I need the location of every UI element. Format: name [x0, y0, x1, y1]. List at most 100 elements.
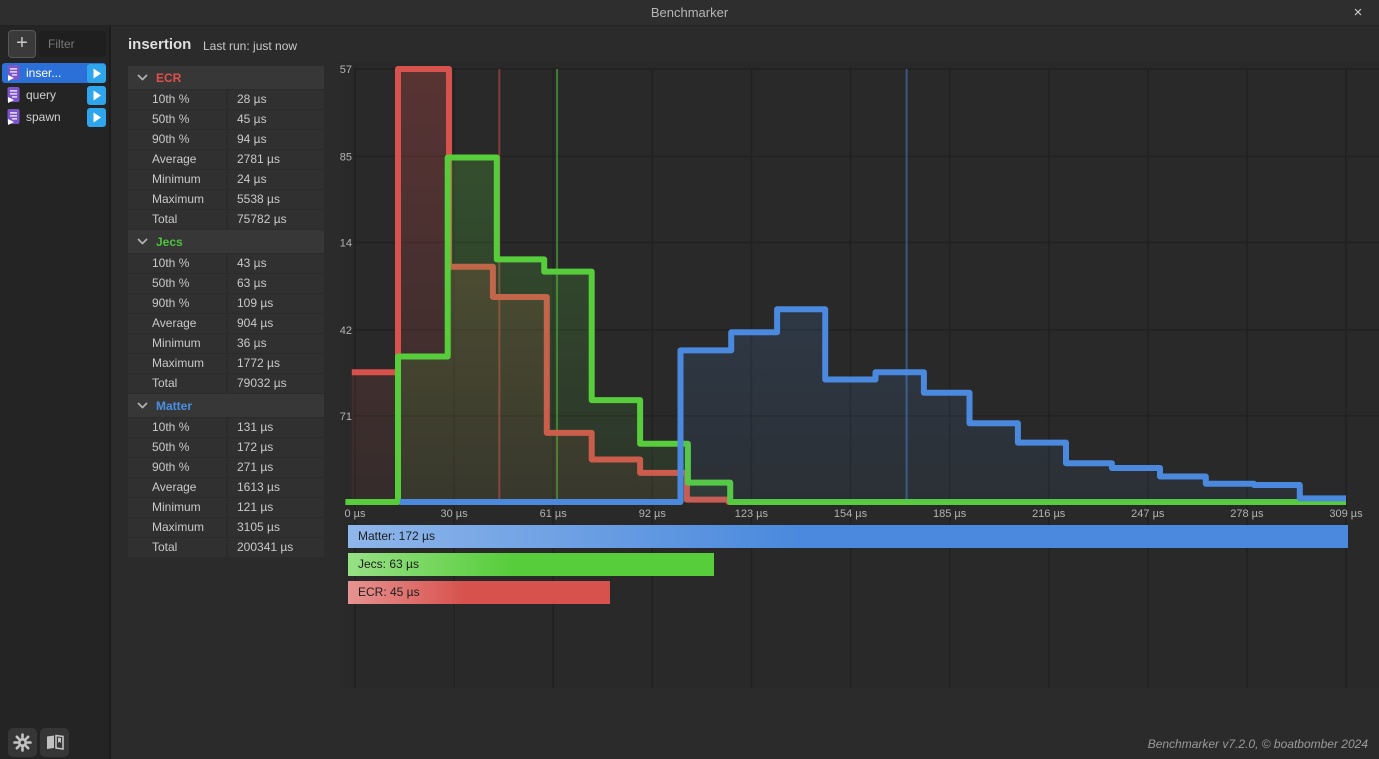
stats-row-value: 28 µs: [228, 90, 324, 109]
x-axis-tick-label: 185 µs: [933, 508, 967, 520]
stats-row-value: 271 µs: [228, 458, 324, 477]
x-axis-tick-label: 309 µs: [1329, 508, 1363, 520]
run-benchmark-button[interactable]: [87, 107, 106, 127]
stats-row-value: 172 µs: [228, 438, 324, 457]
stats-section-header-matter[interactable]: Matter: [128, 394, 324, 417]
sidebar: + inser... query spawn: [0, 26, 111, 759]
legend-bar-label: Matter: 172 µs: [358, 529, 435, 543]
x-axis-tick-label: 154 µs: [834, 508, 868, 520]
stats-row-value: 79032 µs: [228, 374, 324, 393]
sidebar-item-inser[interactable]: inser...: [2, 63, 106, 83]
stats-row: 10th % 43 µs: [128, 254, 324, 273]
stats-row: 90th % 94 µs: [128, 130, 324, 149]
legend-bar-ecr: ECR: 45 µs: [348, 581, 610, 604]
stats-row: Minimum 36 µs: [128, 334, 324, 353]
stats-row: 90th % 271 µs: [128, 458, 324, 477]
gear-icon: [13, 733, 32, 752]
sidebar-item-label: query: [26, 88, 57, 102]
stats-row: Average 904 µs: [128, 314, 324, 333]
stats-row: Minimum 121 µs: [128, 498, 324, 517]
y-axis-tick-label: 71: [340, 411, 352, 423]
stats-row-label: 10th %: [128, 418, 226, 437]
stats-row: 10th % 28 µs: [128, 90, 324, 109]
stats-row-label: Minimum: [128, 498, 226, 517]
stats-row-value: 24 µs: [228, 170, 324, 189]
gear-button[interactable]: [8, 728, 37, 757]
stats-row: 50th % 172 µs: [128, 438, 324, 457]
stats-row-value: 94 µs: [228, 130, 324, 149]
x-axis-tick-label: 278 µs: [1230, 508, 1264, 520]
script-icon: [7, 109, 20, 125]
stats-section-title: ECR: [156, 70, 182, 85]
x-axis-tick-label: 61 µs: [540, 508, 568, 520]
stats-section-header-jecs[interactable]: Jecs: [128, 230, 324, 253]
stats-row-value: 121 µs: [228, 498, 324, 517]
sidebar-item-label: inser...: [26, 66, 62, 80]
book-button[interactable]: [40, 728, 69, 757]
filter-input[interactable]: [39, 31, 106, 57]
stats-panel: ECR 10th % 28 µs 50th % 45 µs 90th % 94 µs Aver…: [128, 66, 324, 558]
stats-row-value: 200341 µs: [228, 538, 324, 557]
sidebar-item-spawn[interactable]: spawn: [2, 107, 106, 127]
y-axis-tick-label: 214: [340, 237, 352, 249]
stats-row-value: 5538 µs: [228, 190, 324, 209]
run-benchmark-button[interactable]: [87, 63, 106, 83]
add-benchmark-button[interactable]: +: [8, 30, 36, 58]
y-axis-tick-label: 357: [340, 64, 352, 76]
stats-row: 10th % 131 µs: [128, 418, 324, 437]
window-title: Benchmarker: [650, 5, 729, 20]
stats-row-value: 43 µs: [228, 254, 324, 273]
script-icon: [7, 65, 20, 81]
x-axis-tick-label: 0 µs: [344, 508, 366, 520]
stats-row-label: Average: [128, 314, 226, 333]
stats-row-label: 50th %: [128, 274, 226, 293]
sidebar-item-label: spawn: [26, 110, 61, 124]
stats-row-label: Total: [128, 538, 226, 557]
stats-row: Minimum 24 µs: [128, 170, 324, 189]
sidebar-item-query[interactable]: query: [2, 85, 106, 105]
last-run-status: Last run: just now: [203, 39, 298, 53]
histogram-chart: 0 µs 30 µs 61 µs 92 µs 123 µs 154 µs 185 µs 216…: [340, 62, 1379, 688]
stats-row-label: 50th %: [128, 110, 226, 129]
stats-row-label: Maximum: [128, 518, 226, 537]
stats-row: Maximum 5538 µs: [128, 190, 324, 209]
close-icon[interactable]: ×: [1353, 4, 1363, 21]
stats-row: 50th % 45 µs: [128, 110, 324, 129]
stats-row: Total 79032 µs: [128, 374, 324, 393]
matter-series-line: [399, 306, 1346, 505]
stats-row-value: 2781 µs: [228, 150, 324, 169]
legend-bar-label: Jecs: 63 µs: [358, 557, 419, 571]
chevron-down-icon: [137, 238, 148, 245]
stats-row-label: Average: [128, 478, 226, 497]
stats-row-label: Average: [128, 150, 226, 169]
stats-row-label: 50th %: [128, 438, 226, 457]
stats-section-header-ecr[interactable]: ECR: [128, 66, 324, 89]
stats-row-value: 1613 µs: [228, 478, 324, 497]
x-axis-tick-label: 30 µs: [441, 508, 469, 520]
stats-row-value: 63 µs: [228, 274, 324, 293]
script-icon: [7, 87, 20, 103]
x-axis-tick-label: 92 µs: [639, 508, 667, 520]
chevron-down-icon: [137, 74, 148, 81]
stats-row: Average 2781 µs: [128, 150, 324, 169]
stats-row-label: Minimum: [128, 334, 226, 353]
legend-bar-matter: Matter: 172 µs: [348, 525, 1348, 548]
stats-row-label: Minimum: [128, 170, 226, 189]
stats-row: Total 75782 µs: [128, 210, 324, 229]
run-benchmark-button[interactable]: [87, 85, 106, 105]
stats-row-value: 109 µs: [228, 294, 324, 313]
stats-row-label: 10th %: [128, 254, 226, 273]
stats-row: 50th % 63 µs: [128, 274, 324, 293]
stats-row-value: 45 µs: [228, 110, 324, 129]
stats-row: Average 1613 µs: [128, 478, 324, 497]
stats-row: Maximum 1772 µs: [128, 354, 324, 373]
jecs-series-fill: [345, 157, 1346, 502]
legend-bar-jecs: Jecs: 63 µs: [348, 553, 714, 576]
benchmark-list: inser... query spawn: [2, 63, 106, 129]
stats-row: Total 200341 µs: [128, 538, 324, 557]
titlebar: Benchmarker ×: [0, 0, 1379, 26]
stats-section-title: Matter: [156, 398, 193, 413]
stats-row: Maximum 3105 µs: [128, 518, 324, 537]
stats-row-label: Maximum: [128, 190, 226, 209]
page-title: insertion: [128, 36, 192, 53]
